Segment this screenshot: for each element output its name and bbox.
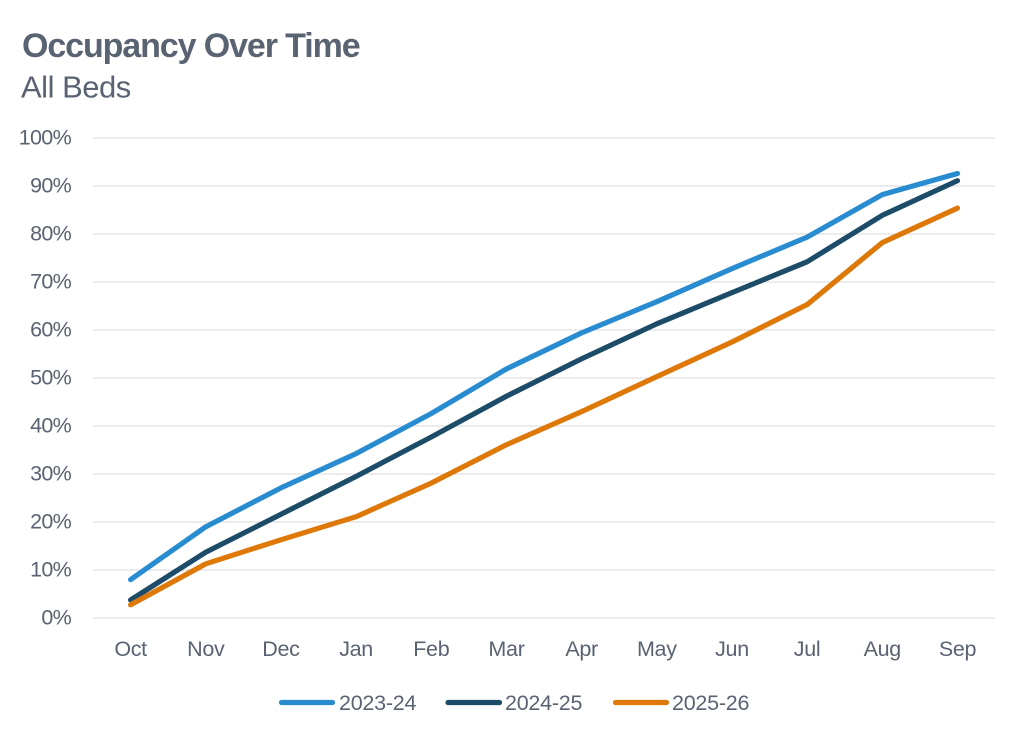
svg-text:2025-26: 2025-26 — [672, 691, 749, 715]
svg-text:Mar: Mar — [488, 637, 524, 661]
svg-text:Sep: Sep — [939, 637, 977, 661]
svg-text:Nov: Nov — [187, 637, 225, 661]
svg-text:2024-25: 2024-25 — [505, 691, 582, 715]
svg-text:Occupancy Over Time: Occupancy Over Time — [22, 27, 360, 65]
svg-text:Feb: Feb — [413, 637, 449, 661]
svg-text:Apr: Apr — [565, 637, 598, 661]
svg-text:10%: 10% — [30, 558, 72, 582]
svg-text:May: May — [637, 637, 677, 661]
svg-text:0%: 0% — [41, 606, 71, 630]
svg-text:Aug: Aug — [864, 637, 901, 661]
svg-text:30%: 30% — [30, 462, 72, 486]
svg-text:60%: 60% — [30, 318, 72, 342]
svg-text:Jun: Jun — [715, 637, 749, 661]
svg-text:90%: 90% — [30, 174, 72, 198]
svg-text:2023-24: 2023-24 — [339, 691, 416, 715]
svg-text:20%: 20% — [30, 510, 72, 534]
svg-text:Jul: Jul — [794, 637, 821, 661]
svg-text:Oct: Oct — [114, 637, 147, 661]
svg-text:100%: 100% — [19, 126, 72, 150]
svg-text:All Beds: All Beds — [21, 70, 131, 105]
svg-text:40%: 40% — [30, 414, 72, 438]
svg-text:50%: 50% — [30, 366, 72, 390]
svg-text:Dec: Dec — [262, 637, 300, 661]
svg-text:Jan: Jan — [339, 637, 373, 661]
svg-text:80%: 80% — [30, 222, 72, 246]
svg-text:70%: 70% — [30, 270, 72, 294]
